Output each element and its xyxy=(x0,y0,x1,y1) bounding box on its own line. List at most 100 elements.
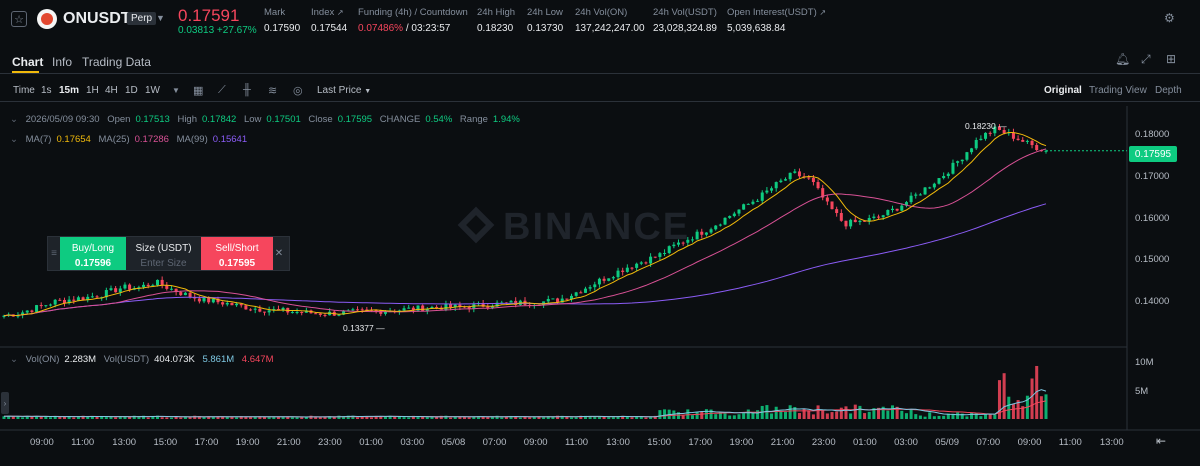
x-tick: 13:00 xyxy=(606,437,630,448)
interval-15m[interactable]: 15m xyxy=(59,85,80,96)
axis-scale-icon[interactable]: ⇤ xyxy=(1156,434,1167,448)
volume-bar xyxy=(756,410,760,419)
drag-handle-icon[interactable]: ≡ xyxy=(51,248,57,259)
volume-bar xyxy=(323,416,327,419)
candle-body xyxy=(509,300,513,303)
volume-bar xyxy=(137,416,141,419)
volume-bar xyxy=(2,416,6,419)
candle-body xyxy=(221,302,225,305)
volume-bar xyxy=(635,416,639,419)
candle-body xyxy=(155,279,160,286)
stat-24h-high: 24h High 0.18230 xyxy=(477,7,516,34)
interval-dropdown-chevron-icon[interactable]: ▼ xyxy=(172,86,180,95)
volume-bar xyxy=(830,412,834,419)
favorite-star-icon[interactable]: ☆ xyxy=(11,11,27,27)
tab-info[interactable]: Info xyxy=(52,55,73,69)
candle-body xyxy=(1030,140,1034,146)
x-tick: 11:00 xyxy=(564,437,589,448)
candle-body xyxy=(276,309,280,311)
volume-bar xyxy=(472,416,476,419)
candle-body xyxy=(81,297,85,301)
candle-body xyxy=(295,312,299,314)
expand-icon[interactable]: ⤢ xyxy=(1141,52,1151,66)
symbol-name[interactable]: ONUSDT xyxy=(63,10,131,27)
x-tick: 09:00 xyxy=(1017,437,1042,448)
volume-bar xyxy=(970,412,974,419)
candle-body xyxy=(639,262,643,264)
volume-bar xyxy=(649,417,653,419)
candle-body xyxy=(472,304,476,309)
volume-bar xyxy=(877,407,881,419)
candle-body xyxy=(914,194,918,196)
layout-grid-icon[interactable]: ⊞ xyxy=(1166,52,1177,66)
x-tick: 01:00 xyxy=(853,437,877,448)
candle-body xyxy=(430,306,434,309)
candle-body xyxy=(1035,145,1039,151)
drawing-tools-icon[interactable]: ⟋ xyxy=(218,84,226,96)
interval-4h[interactable]: 4H xyxy=(105,85,118,96)
candle-body xyxy=(574,292,578,296)
volume-bar xyxy=(169,417,173,419)
view-original[interactable]: Original xyxy=(1044,85,1082,96)
candle-body xyxy=(481,302,485,307)
interval-1d[interactable]: 1D xyxy=(125,85,138,96)
volume-bar xyxy=(109,416,113,419)
candle-type-icon[interactable]: ╫ xyxy=(243,84,251,96)
candle-body xyxy=(467,306,471,309)
volume-bar xyxy=(518,417,522,419)
settings-gear-icon[interactable]: ⚙ xyxy=(1164,11,1175,25)
x-tick: 17:00 xyxy=(688,437,713,448)
volume-bar xyxy=(267,417,271,419)
tab-trading-data[interactable]: Trading Data xyxy=(82,55,151,69)
chart-settings-icon[interactable]: ◎ xyxy=(293,85,303,97)
volume-bar xyxy=(770,413,774,419)
sell-short-button[interactable]: Sell/Short 0.17595 xyxy=(201,237,273,270)
volume-bar xyxy=(895,406,899,419)
view-depth[interactable]: Depth xyxy=(1155,85,1182,96)
candle-body xyxy=(658,253,662,257)
volume-bar xyxy=(714,414,718,419)
interval-1w[interactable]: 1W xyxy=(145,85,160,96)
view-trading-view[interactable]: Trading View xyxy=(1089,85,1147,96)
volume-bar xyxy=(663,409,667,419)
volume-bar xyxy=(588,415,592,419)
candle-body xyxy=(611,277,615,279)
candle-body xyxy=(681,242,685,244)
volume-bar xyxy=(146,417,150,419)
price-type-select[interactable]: Last Price ▼ xyxy=(317,85,372,96)
volume-bar xyxy=(467,417,471,419)
volume-bar xyxy=(853,404,857,419)
current-price-tag: 0.17595 xyxy=(1129,146,1177,162)
volume-bar xyxy=(490,416,494,419)
candle-body xyxy=(383,311,387,314)
candle-body xyxy=(53,299,57,305)
interval-1h[interactable]: 1H xyxy=(86,85,99,96)
candle-body xyxy=(765,190,769,193)
panel-expand-chevron-icon[interactable]: › xyxy=(1,392,9,414)
volume-bar xyxy=(690,415,694,419)
candle-body xyxy=(588,287,592,289)
interval-1s[interactable]: 1s xyxy=(41,85,52,96)
volume-bar xyxy=(611,417,615,419)
candle-body xyxy=(807,177,811,179)
close-icon[interactable]: ✕ xyxy=(274,248,284,259)
volume-bar xyxy=(644,417,648,419)
volume-bar xyxy=(997,380,1001,419)
tab-chart[interactable]: Chart xyxy=(12,55,44,69)
calendar-icon[interactable]: ▦ xyxy=(193,85,204,97)
x-tick: 03:00 xyxy=(894,437,918,448)
candle-body xyxy=(1016,138,1020,140)
volume-bar xyxy=(383,416,387,419)
indicators-icon[interactable]: ≋ xyxy=(268,85,278,97)
size-input[interactable]: Size (USDT) Enter Size xyxy=(126,237,201,270)
bell-icon[interactable]: 🔔︎ xyxy=(1115,52,1131,66)
symbol-dropdown-chevron-icon[interactable]: ▼ xyxy=(156,13,165,23)
x-tick: 13:00 xyxy=(1099,437,1124,448)
stat-index: Index ↗ 0.17544 xyxy=(311,7,348,34)
candle-body xyxy=(174,288,178,293)
buy-long-button[interactable]: Buy/Long 0.17596 xyxy=(60,237,126,270)
candle-body xyxy=(58,299,62,301)
volume-bar xyxy=(132,415,136,419)
candle-body xyxy=(974,139,978,149)
